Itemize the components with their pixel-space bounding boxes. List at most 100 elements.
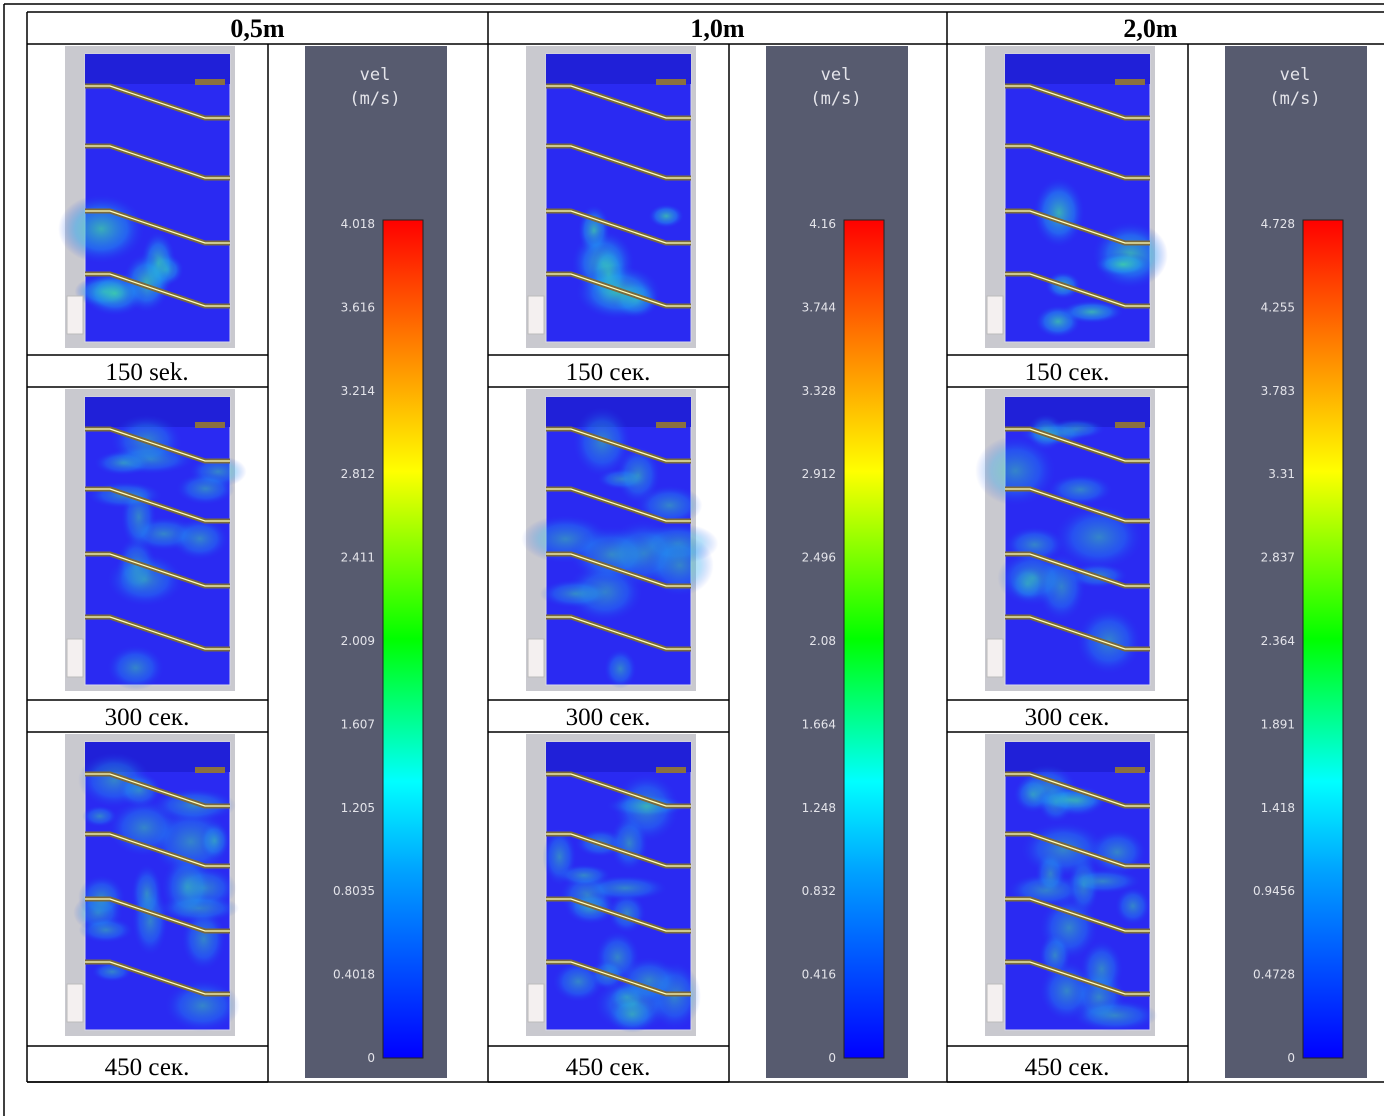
- inlet: [656, 79, 686, 85]
- sim-flow: [557, 864, 611, 887]
- outlet-box: [66, 295, 84, 335]
- colorbar: [843, 219, 885, 1059]
- baffle-edge: [85, 428, 230, 462]
- simulation-image: [65, 389, 247, 691]
- colorbar-tick-label: 2.08: [809, 634, 836, 648]
- simulation-image: [65, 734, 240, 1036]
- outlet-box: [986, 983, 1004, 1023]
- colorbar-panel: [305, 46, 447, 1078]
- baffle-edge: [85, 488, 230, 522]
- column-header: 0,5m: [230, 14, 285, 43]
- sim-flow: [1064, 869, 1141, 894]
- colorbar-tick-label: 4.255: [1261, 300, 1295, 314]
- colorbar: [1302, 219, 1344, 1059]
- colorbar-tick-label: 1.205: [341, 801, 375, 815]
- outlet-box: [986, 638, 1004, 678]
- sim-flow: [171, 517, 229, 560]
- time-caption: 150 сек.: [566, 359, 651, 386]
- inlet: [195, 79, 225, 85]
- simulation-image: [975, 389, 1155, 691]
- baffle-edge: [1005, 773, 1150, 807]
- time-caption: 300 сек.: [566, 704, 651, 731]
- colorbar-tick-label: 3.328: [802, 384, 836, 398]
- colorbar-tick-label: 3.616: [341, 300, 375, 314]
- colorbar-tick-label: 4.728: [1261, 217, 1295, 231]
- time-caption: 300 сек.: [1025, 704, 1110, 731]
- colorbar-tick-label: 3.31: [1268, 467, 1295, 481]
- colorbar-tick-label: 2.364: [1261, 634, 1295, 648]
- sim-flow: [165, 979, 240, 1032]
- baffle-edge: [85, 833, 230, 867]
- colorbar-tick-label: 2.837: [1261, 551, 1295, 565]
- colorbar-tick-label: 2.411: [341, 551, 375, 565]
- time-caption: 150 sek.: [105, 359, 188, 386]
- time-caption: 300 сек.: [105, 704, 190, 731]
- sim-flow: [1115, 887, 1151, 925]
- colorbar-tick-label: 0.4728: [1253, 968, 1295, 982]
- outlet-box: [527, 638, 545, 678]
- sim-flow: [1048, 474, 1113, 506]
- baffle-edge: [546, 616, 691, 650]
- colorbar-tick-label: 0: [828, 1051, 836, 1065]
- colorbar-tick-label: 1.248: [802, 801, 836, 815]
- sim-flow: [181, 908, 226, 970]
- colorbar-tick-label: 1.607: [341, 717, 375, 731]
- sim-flow: [1094, 252, 1152, 277]
- time-caption: 450 сек.: [566, 1054, 651, 1081]
- simulation-image: [58, 46, 235, 348]
- baffle-edge: [1005, 85, 1150, 119]
- sim-flow: [607, 996, 658, 1033]
- colorbar-tick-label: 0.4018: [333, 968, 375, 982]
- baffle-edge: [1005, 145, 1150, 179]
- baffle-edge: [1005, 553, 1150, 587]
- simulation-image: [985, 734, 1158, 1036]
- baffle-edge: [546, 553, 691, 587]
- inlet: [195, 422, 225, 428]
- inlet: [1115, 422, 1145, 428]
- inlet: [195, 767, 225, 773]
- colorbar-panel: [766, 46, 908, 1078]
- colorbar-tick-label: 0.9456: [1253, 884, 1295, 898]
- time-caption: 150 сек.: [1025, 359, 1110, 386]
- sim-flow: [107, 645, 164, 691]
- outlet-box: [66, 983, 84, 1023]
- outlet-box: [527, 295, 545, 335]
- sim-flow: [570, 526, 653, 583]
- baffle-edge: [546, 773, 691, 807]
- baffle-edge: [546, 898, 691, 932]
- colorbar-panel: [1225, 46, 1367, 1078]
- baffle-edge: [85, 553, 230, 587]
- inlet: [656, 767, 686, 773]
- sim-flow: [604, 649, 637, 689]
- sim-flow: [176, 472, 235, 505]
- sim-flow: [648, 204, 684, 228]
- sim-flow: [199, 821, 230, 860]
- outlet-box: [527, 983, 545, 1023]
- colorbar-tick-label: 0.416: [802, 968, 836, 982]
- sim-flow: [997, 550, 1069, 606]
- baffle-edge: [1005, 833, 1150, 867]
- baffle-edge: [85, 961, 230, 995]
- baffle-edge: [546, 833, 691, 867]
- sim-flow: [107, 553, 183, 607]
- simulation-image: [526, 46, 696, 348]
- sim-flow: [1033, 788, 1110, 812]
- column-header: 2,0m: [1123, 14, 1178, 43]
- sim-flow: [82, 805, 118, 827]
- sim-flow: [1033, 178, 1085, 248]
- colorbar-tick-label: 2.009: [341, 634, 375, 648]
- baffle-edge: [85, 898, 230, 932]
- sim-flow: [162, 853, 213, 921]
- sim-flow: [1021, 822, 1106, 877]
- colorbar-unit: (m/s): [349, 89, 400, 109]
- colorbar: [382, 219, 424, 1059]
- baffle-edge: [546, 273, 691, 307]
- time-caption: 450 сек.: [105, 1054, 190, 1081]
- baffle-edge: [85, 773, 230, 807]
- baffle-edge: [85, 616, 230, 650]
- colorbar-title: vel: [360, 65, 391, 85]
- sim-flow: [1040, 961, 1094, 1021]
- baffle-edge: [1005, 210, 1150, 244]
- baffle-edge: [546, 85, 691, 119]
